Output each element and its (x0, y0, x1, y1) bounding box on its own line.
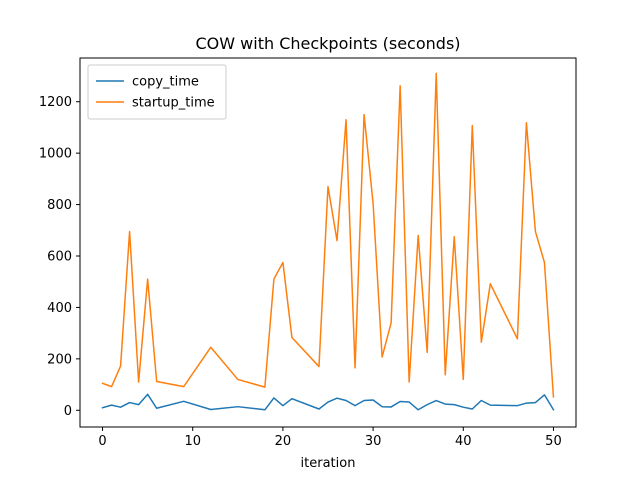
series-line-copy-time (101, 393, 555, 411)
x-tick-label: 0 (98, 434, 106, 449)
x-tick-label: 10 (184, 434, 201, 449)
chart-title: COW with Checkpoints (seconds) (195, 34, 460, 53)
y-tick-label: 1200 (39, 95, 72, 110)
y-tick-label: 400 (47, 301, 72, 316)
x-tick-label: 30 (365, 434, 382, 449)
x-axis-label: iteration (301, 456, 356, 471)
y-axis-ticks: 0 200 400 600 800 1000 1200 (39, 95, 80, 419)
y-tick-label: 600 (47, 250, 72, 265)
y-tick-label: 1000 (39, 147, 72, 162)
legend-label-copy-time: copy_time (132, 75, 199, 90)
legend-box (87, 64, 227, 120)
series-line-startup-time (101, 72, 555, 398)
y-tick-label: 200 (47, 352, 72, 367)
plot-marks (101, 72, 555, 411)
x-axis-ticks: 0 10 20 30 40 50 (98, 427, 562, 449)
y-tick-label: 0 (64, 404, 72, 419)
x-tick-label: 50 (545, 434, 562, 449)
legend: copy_time startup_time (87, 64, 227, 120)
legend-label-startup-time: startup_time (132, 96, 215, 111)
y-tick-label: 800 (47, 198, 72, 213)
x-tick-label: 20 (275, 434, 292, 449)
x-tick-label: 40 (455, 434, 472, 449)
plot-frame (79, 57, 577, 428)
